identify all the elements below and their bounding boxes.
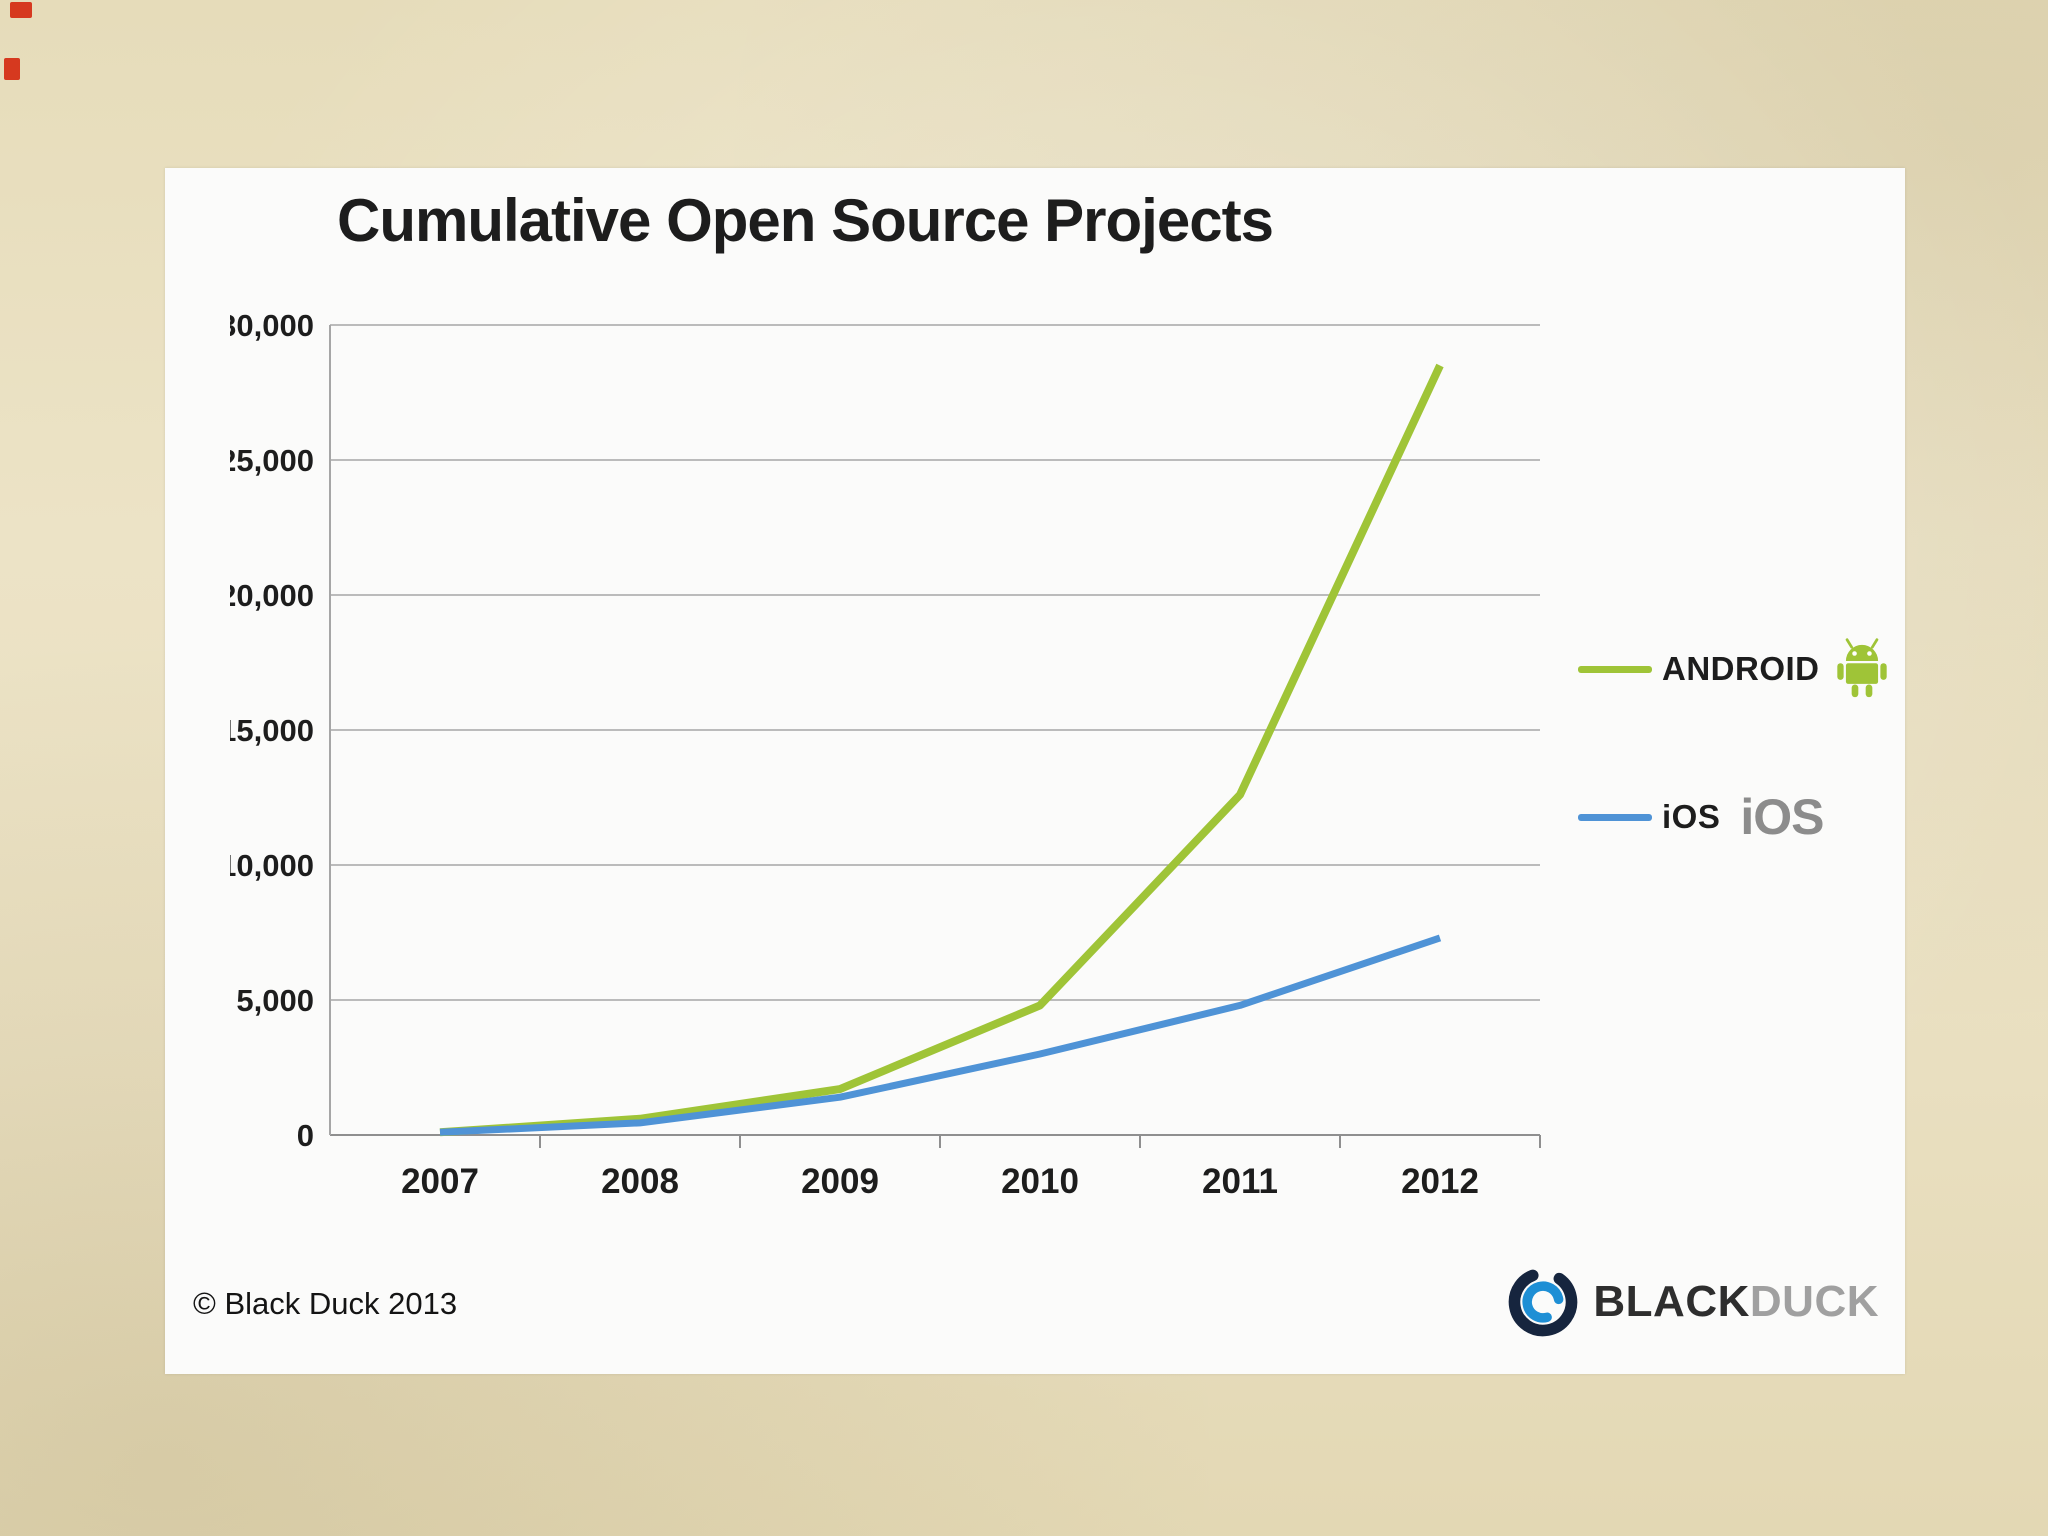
copyright-text: © Black Duck 2013: [193, 1286, 458, 1321]
svg-text:2011: 2011: [1202, 1162, 1278, 1201]
svg-text:30,000: 30,000: [230, 308, 314, 343]
chart-legend: ANDROID: [1578, 638, 1890, 846]
svg-text:15,000: 15,000: [230, 713, 314, 748]
android-legend-label: ANDROID: [1662, 650, 1820, 687]
ios-line-swatch: [1578, 813, 1652, 821]
svg-text:5,000: 5,000: [236, 983, 314, 1018]
line-chart: 0 5,000 10,000 15,000 20,000 25,000 30,000 2007…: [230, 308, 1541, 1201]
chart-title: Cumulative Open Source Projects: [337, 187, 1274, 254]
svg-text:2008: 2008: [601, 1162, 679, 1201]
svg-text:2009: 2009: [801, 1162, 879, 1201]
svg-text:2010: 2010: [1001, 1162, 1079, 1201]
svg-text:2007: 2007: [401, 1162, 479, 1201]
blackduck-logo: BLACKDUCK: [1505, 1264, 1879, 1340]
svg-text:10,000: 10,000: [230, 848, 314, 883]
legend-item-android: ANDROID: [1578, 638, 1890, 700]
blackduck-wordmark: BLACKDUCK: [1593, 1277, 1879, 1327]
logo-text-duck: DUCK: [1749, 1277, 1879, 1326]
ios-wordmark: iOS: [1740, 789, 1824, 845]
android-line-swatch: [1578, 665, 1652, 673]
svg-text:20,000: 20,000: [230, 578, 314, 613]
blackduck-swirl-icon: [1509, 1267, 1578, 1337]
svg-text:25,000: 25,000: [230, 443, 314, 478]
svg-text:0: 0: [297, 1118, 314, 1153]
ios-legend-label: iOS: [1662, 798, 1721, 835]
svg-text:2012: 2012: [1401, 1162, 1479, 1201]
android-robot-icon: [1836, 638, 1887, 698]
logo-text-black: BLACK: [1593, 1277, 1750, 1326]
photo-artifact-mark: [4, 58, 20, 80]
photo-artifact-mark: [10, 2, 32, 18]
chart-card: Cumulative Open Source Projects 0 5,000 10…: [165, 168, 1905, 1374]
legend-item-ios: iOS iOS: [1578, 788, 1890, 846]
